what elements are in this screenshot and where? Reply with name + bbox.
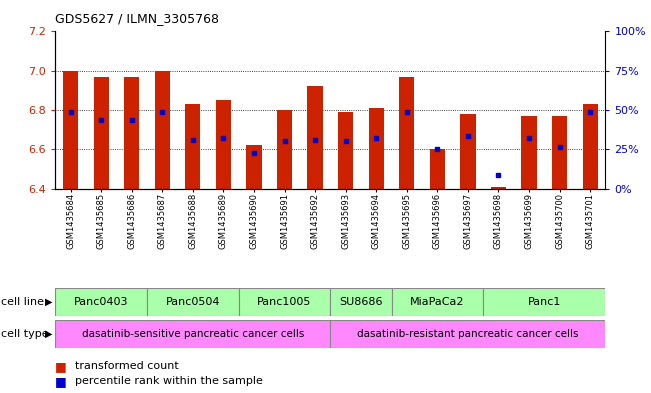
Bar (63, 71, 78, 189)
Text: ▶: ▶ (44, 329, 52, 339)
Bar (491, 187, 506, 189)
Bar (124, 77, 139, 189)
Bar (460, 114, 475, 189)
Bar (399, 77, 415, 189)
Bar (544, 288, 575, 316)
Bar (483, 288, 605, 316)
Bar (147, 288, 178, 316)
Text: ■: ■ (55, 375, 67, 388)
Bar (86, 288, 117, 316)
Text: MiaPaCa2: MiaPaCa2 (410, 297, 465, 307)
Text: Panc0403: Panc0403 (74, 297, 128, 307)
Bar (552, 116, 567, 189)
Bar (55, 320, 330, 348)
Bar (277, 110, 292, 189)
Bar (575, 288, 605, 316)
Text: cell type: cell type (1, 329, 49, 339)
Bar (514, 288, 544, 316)
Text: ▶: ▶ (44, 297, 52, 307)
Text: Panc1005: Panc1005 (257, 297, 312, 307)
Text: transformed count: transformed count (75, 361, 178, 371)
Bar (55, 288, 86, 316)
Bar (430, 149, 445, 189)
Bar (338, 112, 353, 189)
Bar (521, 116, 536, 189)
Bar (186, 104, 201, 189)
Text: percentile rank within the sample: percentile rank within the sample (75, 376, 263, 386)
Text: dasatinib-sensitive pancreatic cancer cells: dasatinib-sensitive pancreatic cancer ce… (81, 329, 304, 339)
Bar (147, 288, 239, 316)
Text: GDS5627 / ILMN_3305768: GDS5627 / ILMN_3305768 (55, 12, 219, 25)
Bar (330, 320, 605, 348)
Bar (239, 288, 330, 316)
Text: cell line: cell line (1, 297, 44, 307)
Text: SU8686: SU8686 (339, 297, 383, 307)
Bar (55, 288, 147, 316)
Bar (300, 288, 330, 316)
Bar (239, 288, 270, 316)
Text: Panc1: Panc1 (527, 297, 561, 307)
Bar (483, 288, 514, 316)
Bar (270, 288, 300, 316)
Bar (208, 288, 239, 316)
Bar (583, 104, 598, 189)
Bar (117, 288, 147, 316)
Bar (94, 77, 109, 189)
Bar (246, 145, 262, 189)
Bar (330, 288, 391, 316)
Bar (422, 288, 452, 316)
Bar (391, 288, 422, 316)
Bar (368, 108, 384, 189)
Bar (307, 86, 323, 189)
Text: ■: ■ (55, 360, 67, 373)
Bar (178, 288, 208, 316)
Text: dasatinib-resistant pancreatic cancer cells: dasatinib-resistant pancreatic cancer ce… (357, 329, 579, 339)
Bar (215, 100, 231, 189)
Bar (155, 71, 170, 189)
Bar (361, 288, 391, 316)
Bar (391, 288, 483, 316)
Text: Panc0504: Panc0504 (165, 297, 220, 307)
Bar (330, 288, 361, 316)
Bar (452, 288, 483, 316)
